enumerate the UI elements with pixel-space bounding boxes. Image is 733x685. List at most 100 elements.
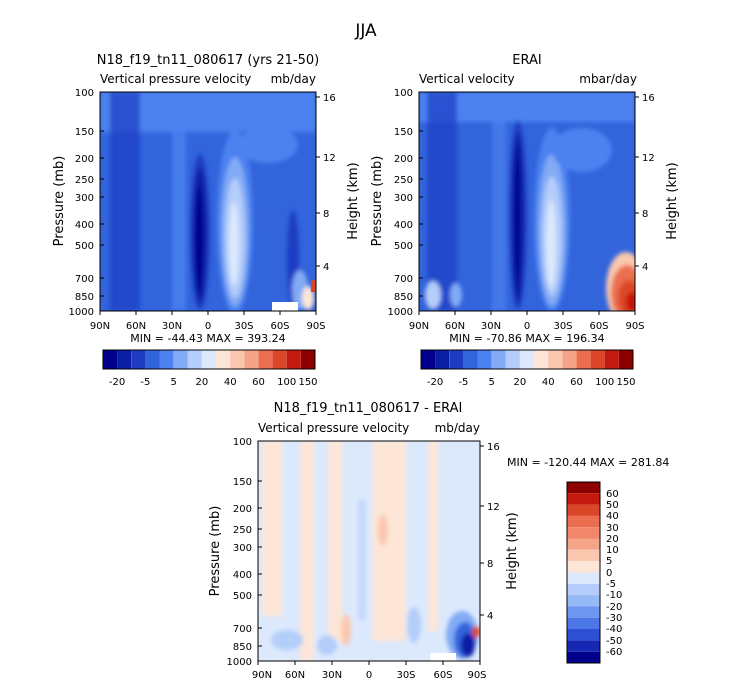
x-axis-ticks: 90N 60N 30N 0 30S 60S 90S	[252, 661, 487, 681]
colorbar-swatch	[618, 350, 633, 369]
colorbar: 60 50 40 30 20 10 5 0 -5 -10 -20 -30 -40…	[566, 481, 622, 664]
x-tick-label: 30S	[234, 321, 253, 332]
y2-tick-label: 4	[642, 262, 648, 273]
y-axis-label: Pressure (mb)	[370, 156, 385, 247]
x-tick-label: 0	[524, 321, 530, 332]
colorbar-label: 10	[606, 545, 619, 556]
x-tick-label: 60S	[589, 321, 608, 332]
y-axis-label: Pressure (mb)	[208, 506, 223, 597]
subtitle-left: Vertical pressure velocity	[258, 421, 409, 435]
y-tick-label: 300	[75, 193, 94, 204]
colorbar: -20 -5 5 20 40 60 100 150	[102, 349, 318, 388]
colorbar-swatch	[477, 350, 492, 369]
y-tick-label: 850	[394, 292, 413, 303]
y-tick-label: 700	[75, 274, 94, 285]
y-tick-label: 700	[394, 274, 413, 285]
x-tick-label: 30S	[396, 670, 415, 681]
colorbar-swatch	[567, 583, 600, 596]
panel-erai: ERAI Vertical velocity mbar/day	[370, 53, 680, 388]
colorbar-swatch	[567, 651, 600, 664]
y2-axis-ticks: 16 12 8 4	[316, 93, 336, 273]
y-axis-ticks: 100 150 200 250 300 400 500 700 850 1000	[388, 88, 423, 318]
colorbar: -20 -5 5 20 40 60 100 150	[420, 349, 636, 388]
colorbar-swatch	[258, 350, 273, 369]
y2-axis-ticks: 16 12 8 4	[635, 93, 655, 273]
x-tick-label: 60S	[433, 670, 452, 681]
colorbar-swatch	[187, 350, 202, 369]
colorbar-label: 5	[171, 377, 177, 388]
colorbar-swatch	[272, 350, 287, 369]
colorbar-label: -20	[427, 377, 443, 388]
colorbar-label: -60	[606, 647, 622, 658]
colorbar-swatch	[567, 482, 600, 494]
y-tick-label: 150	[75, 127, 94, 138]
colorbar-label: -20	[109, 377, 125, 388]
colorbar-swatch	[216, 350, 231, 369]
colorbar-label: -5	[458, 377, 468, 388]
y2-axis-label: Height (km)	[505, 512, 520, 589]
y-tick-label: 200	[233, 504, 252, 515]
x-tick-label: 90S	[625, 321, 644, 332]
x-tick-label: 90N	[90, 321, 110, 332]
colorbar-swatch	[449, 350, 464, 369]
colorbar-label: 0	[606, 568, 612, 579]
colorbar-label: -5	[140, 377, 150, 388]
y-tick-label: 300	[233, 543, 252, 554]
colorbar-swatch	[562, 350, 577, 369]
colorbar-swatch	[463, 350, 478, 369]
x-tick-label: 0	[205, 321, 211, 332]
y-tick-label: 850	[233, 642, 252, 653]
panel-model: N18_f19_tn11_080617 (yrs 21-50) Vertical…	[52, 53, 361, 388]
colorbar-label: 100	[277, 377, 296, 388]
y2-tick-label: 8	[323, 209, 329, 220]
subtitle-left: Vertical pressure velocity	[100, 72, 251, 86]
colorbar-swatch	[567, 617, 600, 630]
colorbar-label: 5	[606, 556, 612, 567]
y-tick-label: 1000	[227, 657, 252, 668]
colorbar-swatch	[435, 350, 450, 369]
y2-axis-label: Height (km)	[346, 162, 361, 239]
panel-title: N18_f19_tn11_080617 - ERAI	[274, 401, 463, 416]
subtitle-left: Vertical velocity	[419, 72, 515, 86]
y-tick-label: 400	[75, 220, 94, 231]
colorbar-swatch	[576, 350, 591, 369]
y-tick-label: 300	[394, 193, 413, 204]
colorbar-swatch	[145, 350, 160, 369]
colorbar-swatch	[567, 504, 600, 516]
subtitle-right: mb/day	[271, 72, 316, 86]
colorbar-swatch	[567, 595, 600, 607]
y-tick-label: 150	[233, 477, 252, 488]
y2-axis-label: Height (km)	[665, 162, 680, 239]
x-tick-label: 60N	[285, 670, 305, 681]
colorbar-swatch	[567, 572, 600, 584]
subtitle-right: mb/day	[435, 421, 480, 435]
colorbar-swatch	[567, 493, 600, 505]
colorbar-label: -40	[606, 624, 622, 635]
colorbar-swatch	[567, 629, 600, 641]
y-tick-label: 100	[75, 88, 94, 99]
figure-title: JJA	[354, 21, 377, 41]
colorbar-swatch	[519, 350, 534, 369]
colorbar-swatch	[567, 538, 600, 550]
y2-tick-label: 4	[487, 611, 493, 622]
colorbar-label: 100	[595, 377, 614, 388]
panel-title: N18_f19_tn11_080617 (yrs 21-50)	[97, 53, 319, 68]
y-tick-label: 700	[233, 624, 252, 635]
y-tick-label: 1000	[388, 307, 413, 318]
y-tick-label: 100	[233, 437, 252, 448]
colorbar-label: 40	[224, 377, 237, 388]
y-tick-label: 250	[75, 175, 94, 186]
colorbar-swatch	[534, 350, 549, 369]
y2-tick-label: 12	[487, 502, 500, 513]
colorbar-label: 60	[606, 489, 619, 500]
x-axis-ticks: 90N 60N 30N 0 30S 60S 90S	[409, 311, 645, 332]
colorbar-label: -10	[606, 590, 622, 601]
colorbar-swatch	[159, 350, 174, 369]
y2-tick-label: 12	[642, 153, 655, 164]
colorbar-label: 5	[489, 377, 495, 388]
contour-field	[419, 92, 635, 311]
colorbar-swatch	[131, 350, 146, 369]
colorbar-label: -50	[606, 636, 622, 647]
y-axis-ticks: 100 150 200 250 300 400 500 700 850 1000	[69, 88, 104, 318]
y2-axis-ticks: 16 12 8 4	[480, 442, 500, 622]
